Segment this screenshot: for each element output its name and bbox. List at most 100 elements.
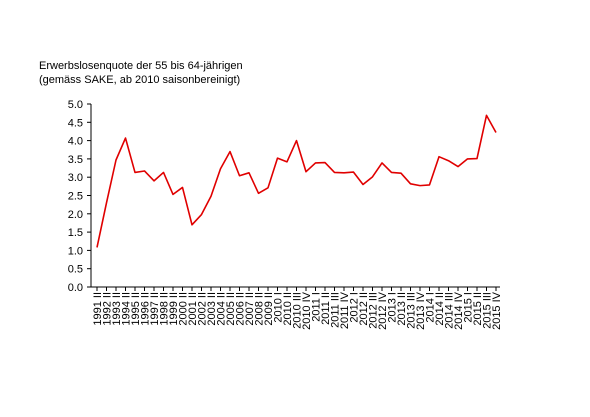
data-point (96, 246, 98, 248)
x-tick-label: 1997 II (149, 292, 161, 326)
data-point (134, 171, 136, 173)
data-point (314, 162, 316, 164)
x-tick-label: 2014 III (444, 292, 456, 329)
x-tick-label: 2011 II (320, 292, 332, 325)
data-point (229, 150, 231, 152)
x-tick-label: 2013 III (406, 292, 418, 329)
y-tick-label: 4.5 (68, 117, 83, 129)
data-point (172, 193, 174, 195)
x-tick-label: 1999 II (168, 292, 180, 326)
data-point (238, 175, 240, 177)
y-tick-label: 3.5 (68, 154, 83, 166)
data-point (219, 168, 221, 170)
y-tick-label: 0.0 (68, 282, 83, 294)
data-point (381, 162, 383, 164)
x-tick-label: 2008 II (254, 292, 266, 326)
data-point (419, 184, 421, 186)
data-point (485, 114, 487, 116)
data-point (324, 161, 326, 163)
chart-subtitle: (gemäss SAKE, ab 2010 saisonbereinigt) (39, 74, 241, 86)
x-tick-label: 2012 III (368, 292, 380, 329)
x-tick-label: 2000 II (178, 292, 190, 326)
data-point (305, 171, 307, 173)
data-point (105, 202, 107, 204)
x-tick-label: 2010 III (292, 292, 304, 329)
data-point (438, 156, 440, 158)
x-tick-label: 2005 II (225, 292, 237, 326)
data-point (400, 172, 402, 174)
x-tick-label: 2010 II (282, 292, 294, 326)
y-tick-label: 4.0 (68, 136, 83, 148)
x-tick-label: 2006 II (235, 292, 247, 326)
y-tick-label: 1.5 (68, 227, 83, 239)
x-tick-label: 2002 II (197, 292, 209, 326)
x-tick-label: 2012 IV (377, 291, 389, 330)
x-tick-label: 2004 II (216, 292, 228, 326)
data-point (200, 213, 202, 215)
x-tick-label: 2011 I (311, 292, 323, 322)
data-point (343, 172, 345, 174)
x-tick-label: 2003 II (206, 292, 218, 326)
series (96, 114, 497, 248)
data-point (476, 157, 478, 159)
x-tick-label: 2009 II (263, 292, 275, 326)
x-tick-label: 2013 I (387, 292, 399, 323)
y-axis: 0.0 0.5 1.0 1.5 2.0 2.5 3.0 3.5 4.0 4.5 5.0 (68, 99, 92, 294)
x-tick-label: 2011 IV (339, 291, 351, 329)
x-tick-label: 2012 II (358, 292, 370, 326)
y-tick-label: 3.0 (68, 172, 83, 184)
x-tick-label: 1993 II (111, 292, 123, 326)
data-point (447, 160, 449, 162)
x-tick-label: 2015 I (463, 292, 475, 323)
x-tick-label: 1995 II (130, 292, 142, 326)
data-point (210, 195, 212, 197)
data-point (371, 176, 373, 178)
x-tick-label: 2012 I (349, 292, 361, 323)
y-tick-label: 1.0 (68, 245, 83, 257)
x-tick-label: 2010 I (273, 292, 285, 323)
y-tick-label: 2.0 (68, 209, 83, 221)
data-point (466, 158, 468, 160)
x-tick-label: 2015 IV (491, 291, 503, 330)
x-tick-label: 2001 II (187, 292, 199, 326)
x-tick-label: 2011 III (330, 292, 342, 328)
x-tick-label: 2007 II (244, 292, 256, 326)
x-tick-label: 2014 II (434, 292, 446, 326)
x-tick-label: 1996 II (140, 292, 152, 326)
data-point (181, 186, 183, 188)
y-tick-label: 2.5 (68, 191, 83, 203)
x-tick-label: 2013 IV (415, 291, 427, 330)
data-point (409, 183, 411, 185)
data-point (333, 171, 335, 173)
x-tick-label: 1994 II (121, 292, 133, 326)
data-point (295, 139, 297, 141)
data-point (143, 170, 145, 172)
x-tick-label: 2015 II (472, 292, 484, 326)
chart-title: Erwerbslosenquote der 55 bis 64-jährigen (39, 60, 243, 72)
y-tick-label: 0.5 (68, 264, 83, 276)
data-point (248, 172, 250, 174)
data-point (267, 187, 269, 189)
data-point (362, 183, 364, 185)
y-tick-label: 5.0 (68, 99, 83, 111)
data-point (390, 171, 392, 173)
x-tick-label: 1992 II (102, 292, 114, 326)
x-tick-label: 2010 IV (301, 291, 313, 330)
data-point (257, 192, 259, 194)
data-point (153, 180, 155, 182)
data-point (457, 165, 459, 167)
data-point (115, 159, 117, 161)
series-line (96, 114, 497, 248)
x-tick-label: 1991 II (92, 292, 104, 326)
data-point (276, 157, 278, 159)
data-point (191, 224, 193, 226)
x-tick-label: 1998 II (159, 292, 171, 326)
x-tick-label: 2015 III (482, 292, 494, 329)
x-tick-label: 2014 IV (453, 291, 465, 330)
x-tick-label: 2014 I (425, 292, 437, 323)
data-point (162, 171, 164, 173)
data-point (352, 171, 354, 173)
data-point (124, 137, 126, 139)
